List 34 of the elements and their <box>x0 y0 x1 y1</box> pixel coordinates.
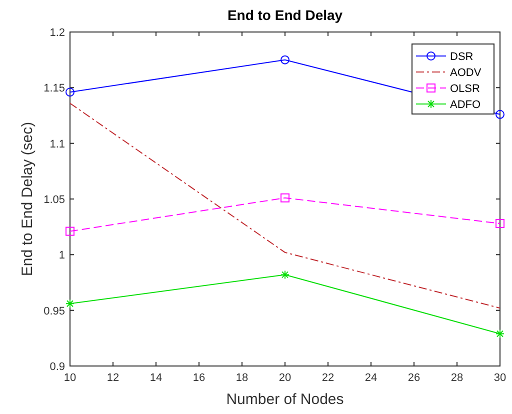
y-tick-label: 1.1 <box>50 138 65 150</box>
x-tick-label: 22 <box>322 372 334 384</box>
y-tick-label: 0.9 <box>50 361 65 373</box>
point <box>280 55 290 64</box>
x-tick-label: 16 <box>192 372 206 384</box>
y-tick-label: 1.15 <box>44 82 65 95</box>
legend-label: ADFO <box>450 99 481 111</box>
x-tick-label: 18 <box>236 372 248 384</box>
point <box>496 110 504 119</box>
x-axis-title: Number of Nodes <box>226 391 344 408</box>
chart-title: End to End Delay <box>227 7 343 23</box>
x-tick-label: 30 <box>494 372 506 384</box>
point <box>496 218 504 228</box>
y-tick-label: 1 <box>58 250 65 262</box>
y-tick-label: 1.2 <box>50 27 65 39</box>
x-tick-label: 26 <box>408 372 420 384</box>
x-tick-label: 10 <box>64 372 76 384</box>
y-tick-label: 1.05 <box>44 194 65 206</box>
x-tick-label: 14 <box>150 372 162 384</box>
point <box>280 193 290 202</box>
legend-label: DSR <box>450 51 474 63</box>
point <box>280 270 290 280</box>
y-axis-title: End to End Delay (sec) <box>19 122 36 276</box>
x-tick-label: 28 <box>450 372 464 384</box>
point <box>66 226 74 236</box>
x-tick-label: 20 <box>278 372 292 384</box>
point <box>66 299 74 308</box>
point <box>66 88 74 97</box>
legend-label: OLSR <box>450 83 480 95</box>
y-tick-label: 0.95 <box>44 305 65 318</box>
legend-label: AODV <box>450 67 482 79</box>
x-tick-label: 24 <box>364 372 378 384</box>
point <box>496 329 504 338</box>
x-tick-label: 12 <box>106 372 120 384</box>
